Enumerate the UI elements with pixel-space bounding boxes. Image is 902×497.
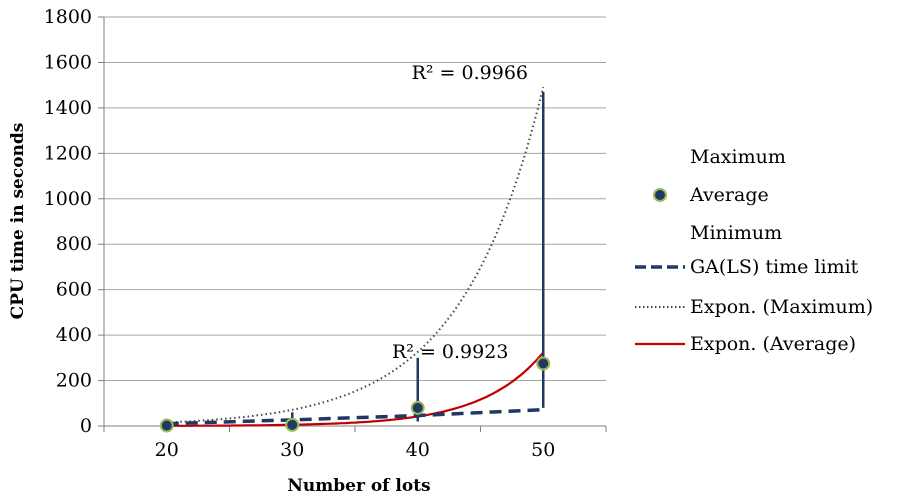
legend-label: Maximum	[690, 146, 786, 168]
trendlines	[166, 86, 545, 427]
average-point	[410, 400, 425, 415]
x-tick-label: 40	[406, 439, 430, 461]
ga-time-limit-line	[166, 407, 544, 426]
y-axis-title: CPU time in seconds	[8, 123, 28, 320]
x-tick-label: 20	[155, 439, 179, 461]
annotations: R² = 0.9966 R² = 0.9923	[392, 62, 528, 363]
trendline-maximum	[166, 86, 545, 424]
legend-label: Minimum	[690, 222, 782, 244]
legend-marker-average	[653, 188, 667, 202]
y-tick-label: 1400	[44, 97, 92, 119]
axes	[103, 17, 607, 432]
y-tick-labels: 0 200 400 600 800 1000 1200 1400 1600 1800	[44, 6, 92, 437]
average-point	[285, 417, 300, 432]
y-tick-label: 1800	[44, 6, 92, 28]
x-axis-title: Number of lots	[287, 476, 430, 496]
average-point	[536, 356, 551, 371]
x-tick-labels: 20 30 40 50	[155, 439, 556, 461]
legend: Maximum Average Minimum GA(LS) time limit Ex…	[635, 146, 873, 355]
y-tick-label: 1600	[44, 51, 92, 73]
trendline-average	[166, 351, 545, 427]
grid-lines	[98, 16, 606, 427]
y-tick-label: 400	[56, 324, 92, 346]
y-tick-label: 0	[80, 415, 92, 437]
x-tick-label: 30	[280, 439, 304, 461]
r-squared-average: R² = 0.9923	[392, 341, 508, 363]
y-tick-label: 600	[56, 279, 92, 301]
average-markers	[159, 356, 551, 433]
high-low-bars	[165, 91, 545, 426]
average-point	[159, 418, 174, 433]
y-tick-label: 200	[56, 370, 92, 392]
y-tick-label: 800	[56, 233, 92, 255]
x-tick-label: 50	[531, 439, 555, 461]
legend-label: GA(LS) time limit	[690, 256, 859, 278]
legend-label: Expon. (Maximum)	[690, 296, 873, 318]
legend-label: Average	[689, 184, 769, 206]
y-tick-label: 1200	[44, 142, 92, 164]
y-tick-label: 1000	[44, 188, 92, 210]
r-squared-maximum: R² = 0.9966	[412, 62, 528, 84]
legend-label: Expon. (Average)	[690, 333, 856, 355]
